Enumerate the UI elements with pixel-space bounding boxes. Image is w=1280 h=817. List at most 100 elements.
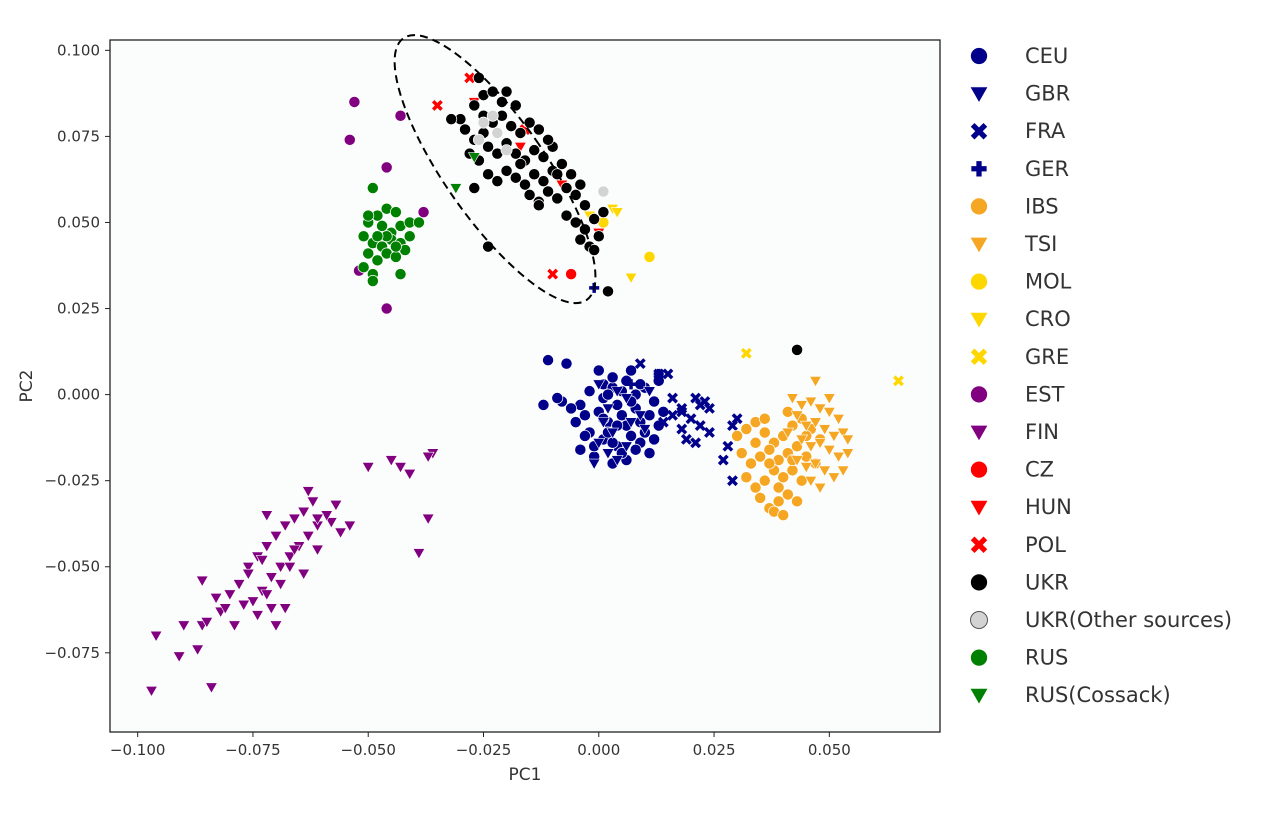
legend-item-gbr: GBR [969,82,1070,106]
legend-label: UKR(Other sources) [1025,608,1232,632]
legend-marker-fin [969,425,989,442]
point-tsi [809,376,822,388]
point-tsi [813,438,827,450]
point-rus [371,254,384,267]
point-fin [324,517,338,529]
point-fin [297,568,311,581]
point-gbr [596,417,610,429]
point-ger [653,368,664,379]
point-fin [195,575,209,588]
legend-item-ukr-other-sources: UKR(Other sources) [970,608,1232,632]
point-tsi [804,441,818,453]
point-ibs [731,429,744,442]
point-fin [301,531,315,543]
point-ceu [606,371,619,384]
point-fin [334,527,347,539]
legend-label: GRE [1025,345,1069,369]
point-rus [366,182,379,194]
x-tick-label: −0.100 [110,741,166,759]
point-tsi [804,475,818,488]
point-ukr [578,223,591,236]
point-ukr [602,285,614,298]
point-rus [357,261,370,274]
point-fra [662,368,674,380]
point-fin [384,455,398,467]
legend-marker-gre [970,348,988,366]
legend-label: CRO [1025,307,1071,331]
point-ibs [772,495,785,508]
point-fin [283,562,297,574]
legend-label: UKR [1025,570,1069,594]
y-tick-label: 0.100 [57,41,100,59]
point-fin [343,520,357,532]
point-fin [237,599,251,612]
point-fin [200,617,214,629]
point-ukr [523,116,536,129]
y-tick-label: −0.050 [44,558,100,576]
legend-label: GER [1025,157,1069,181]
legend-marker-ibs [970,197,988,216]
point-tsi [813,403,827,415]
point-fin [288,544,301,557]
point-ceu [537,398,550,411]
point-gbr [624,417,638,429]
point-gbr [633,410,647,422]
point-gre [740,347,752,359]
point-fra [667,409,678,421]
point-fin [218,603,232,615]
legend-item-ukr: UKR [970,570,1069,594]
legend-label: EST [1025,382,1065,406]
point-ibs [786,464,799,477]
point-ceu [648,395,661,408]
point-fra [717,454,729,466]
point-fin [421,513,435,526]
point-mol [643,250,656,263]
point-ceu [625,364,638,377]
point-ibs [754,450,767,463]
legend-label: HUN [1025,495,1072,519]
point-tsi [836,427,850,439]
point-ibs [740,471,753,484]
point-ceu [583,385,596,398]
point-rus [357,230,370,243]
x-tick-label: 0.050 [808,741,851,759]
point-tsi [795,400,809,412]
point-fin [278,603,292,615]
series-fin [145,448,440,698]
point-fin [232,579,246,591]
point-ibs [754,491,767,504]
point-est [343,133,356,146]
legend-label: TSI [1024,232,1057,256]
point-ukr [468,182,481,194]
legend-marker-gbr [969,86,989,104]
point-fin [260,510,274,522]
point-ceu [569,416,582,429]
series-est [343,96,430,315]
legend-marker-pol [970,536,988,554]
point-ibs [758,426,771,439]
point-fin [191,644,205,656]
point-fin [246,596,260,608]
point-tsi [836,465,850,477]
point-ukr [537,175,550,188]
point-ukr-other-sources [472,133,485,146]
point-tsi [813,482,827,495]
point-ukr-other-sources [597,185,610,198]
point-ukr [542,133,555,146]
point-fin [403,469,417,481]
point-fra [667,392,678,404]
legend-label: MOL [1025,270,1072,294]
point-gre [893,375,904,387]
point-ibs [740,423,753,435]
point-hun [513,142,527,154]
series-gbr [587,379,656,470]
legend-label: CEU [1025,44,1068,68]
legend-marker-ceu [970,47,988,65]
point-ibs [749,436,762,449]
point-fin [274,579,288,591]
legend-item-cro: CRO [969,307,1071,331]
point-tsi [799,420,813,433]
legend-label: POL [1025,533,1066,557]
x-axis-label: PC1 [509,765,542,785]
